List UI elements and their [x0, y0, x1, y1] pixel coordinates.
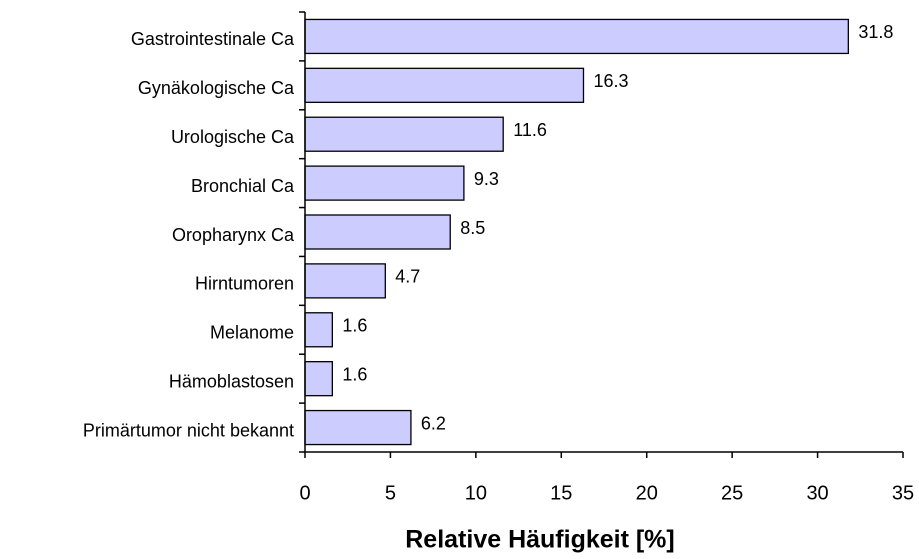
- value-label: 6.2: [421, 413, 446, 433]
- bar: [304, 361, 333, 397]
- y-tick-label: Primärtumor nicht bekannt: [83, 420, 294, 440]
- bar: [304, 165, 465, 201]
- x-tick-label: 35: [892, 482, 914, 504]
- y-tick-label: Melanome: [210, 323, 294, 343]
- x-tick-label: 5: [385, 482, 396, 504]
- x-tick-label: 30: [806, 482, 828, 504]
- y-tick-label: Urologische Ca: [171, 127, 295, 147]
- y-tick-label: Hämoblastosen: [169, 371, 294, 391]
- bar: [304, 312, 333, 348]
- y-tick-label: Bronchial Ca: [191, 176, 295, 196]
- x-axis-label: Relative Häufigkeit [%]: [405, 526, 675, 554]
- value-label: 16.3: [593, 71, 628, 91]
- value-label: 9.3: [474, 169, 499, 189]
- x-tick-label: 15: [550, 482, 572, 504]
- value-label: 4.7: [395, 267, 420, 287]
- y-tick-label: Oropharynx Ca: [172, 225, 295, 245]
- x-tick-label: 0: [299, 482, 310, 504]
- bar: [304, 409, 412, 446]
- bar: [304, 263, 386, 299]
- value-label: 31.8: [858, 22, 893, 42]
- value-label: 8.5: [460, 218, 485, 238]
- x-tick-label: 20: [636, 482, 658, 504]
- value-label: 1.6: [342, 316, 367, 336]
- value-label: 11.6: [513, 120, 547, 140]
- y-tick-label: Gastrointestinale Ca: [131, 29, 295, 49]
- x-tick-label: 10: [465, 482, 487, 504]
- y-tick-label: Gynäkologische Ca: [138, 78, 295, 98]
- value-label: 1.6: [342, 364, 367, 384]
- x-tick-label: 25: [721, 482, 743, 504]
- bar: [304, 116, 504, 152]
- bar: [304, 214, 451, 250]
- bar: [304, 67, 585, 103]
- bar: [304, 18, 849, 55]
- y-tick-label: Hirntumoren: [195, 274, 294, 294]
